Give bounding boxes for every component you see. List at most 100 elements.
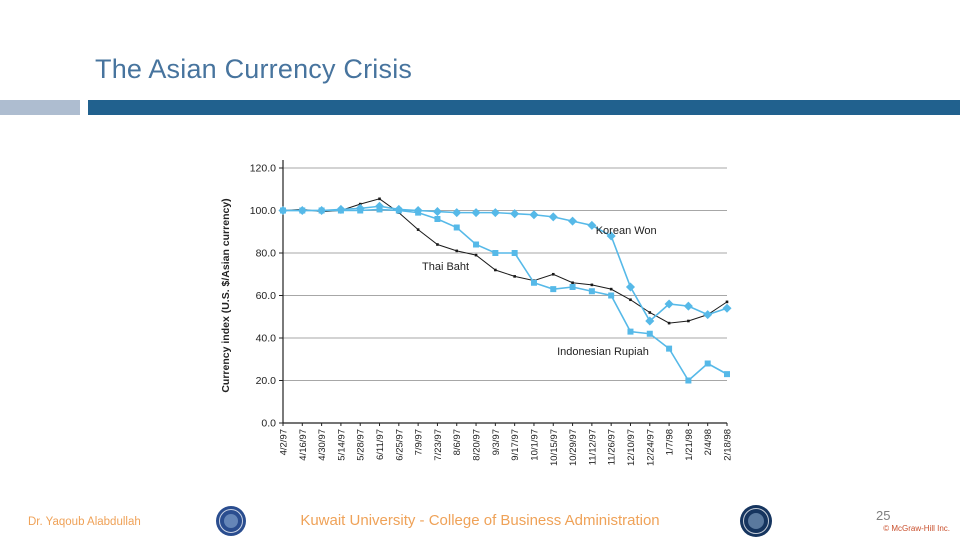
marker-dot: [648, 311, 652, 314]
marker-diamond: [471, 208, 481, 218]
marker-dot: [590, 283, 594, 287]
footer-author: Dr. Yaqoub Alabdullah: [28, 516, 141, 528]
marker-square: [434, 216, 441, 222]
seal-ring: [743, 508, 769, 534]
marker-diamond: [297, 205, 307, 216]
x-tick-label: 1/21/98: [684, 429, 695, 461]
marker-diamond: [606, 231, 616, 241]
marker-diamond: [432, 207, 442, 217]
marker-square: [588, 288, 595, 295]
x-tick-label: 6/11/97: [375, 429, 386, 460]
series-annotation: Korean Won: [596, 225, 657, 237]
accent-bar-left-segment: [0, 100, 80, 115]
x-tick-label: 6/25/97: [394, 429, 405, 461]
seal-core: [224, 514, 238, 528]
x-tick-label: 9/17/97: [510, 429, 521, 461]
series-line-indonesian-rupiah: [283, 208, 728, 382]
marker-diamond: [278, 205, 288, 216]
y-tick-label: 60.0: [256, 290, 277, 302]
marker-diamond: [625, 282, 636, 292]
marker-square: [608, 292, 615, 299]
y-tick-label: 80.0: [256, 248, 277, 260]
marker-square: [666, 345, 673, 352]
marker-diamond: [374, 201, 385, 211]
x-tick-label: 8/6/97: [452, 429, 463, 455]
x-tick-label: 12/10/97: [626, 429, 637, 466]
marker-dot: [455, 249, 459, 253]
marker-dot: [629, 298, 632, 302]
marker-dot: [551, 272, 555, 276]
seal-core: [748, 513, 764, 529]
marker-dot: [474, 253, 478, 257]
marker-diamond: [452, 208, 462, 218]
marker-dot: [571, 281, 574, 285]
marker-dot: [378, 197, 381, 201]
series-line-thai-baht: [282, 198, 728, 324]
marker-diamond: [645, 316, 655, 326]
marker-diamond: [568, 216, 578, 226]
copyright-note: © McGraw-Hill Inc.: [883, 524, 950, 533]
marker-square: [453, 224, 460, 231]
publisher-seal-icon: [740, 505, 772, 537]
marker-dot: [609, 287, 613, 291]
marker-dot: [513, 275, 516, 278]
marker-square: [492, 250, 499, 256]
marker-square: [550, 286, 557, 293]
x-tick-label: 10/1/97: [529, 429, 540, 461]
x-tick-label: 11/26/97: [607, 429, 618, 465]
marker-diamond: [336, 204, 346, 214]
marker-diamond: [703, 310, 713, 320]
series-annotation: Thai Baht: [422, 261, 469, 273]
accent-bar: [88, 100, 960, 115]
y-tick-label: 0.0: [261, 418, 276, 430]
marker-diamond: [355, 203, 365, 213]
marker-square: [685, 377, 692, 384]
seal-ring: [219, 509, 243, 533]
x-tick-label: 4/2/97: [279, 429, 290, 455]
page-number: 25: [876, 508, 891, 523]
x-tick-label: 11/12/97: [587, 429, 598, 465]
x-tick-label: 5/28/97: [356, 429, 367, 461]
marker-dot: [667, 321, 671, 325]
marker-square: [530, 279, 537, 286]
marker-diamond: [490, 208, 500, 218]
y-tick-label: 20.0: [256, 375, 277, 387]
marker-diamond: [664, 299, 674, 309]
slide-footer: Dr. Yaqoub Alabdullah Kuwait University …: [0, 500, 960, 540]
x-tick-label: 9/3/97: [491, 429, 502, 455]
series-annotation: Indonesian Rupiah: [557, 346, 649, 358]
marker-dot: [416, 228, 420, 231]
marker-diamond: [722, 303, 732, 313]
marker-dot: [725, 300, 729, 304]
slide-title: The Asian Currency Crisis: [95, 54, 413, 84]
x-tick-label: 12/24/97: [645, 429, 656, 466]
x-tick-label: 2/4/98: [703, 429, 714, 455]
x-tick-label: 2/18/98: [723, 429, 734, 461]
marker-dot: [687, 319, 690, 323]
series-line-korean-won: [283, 205, 728, 323]
marker-square: [704, 360, 711, 367]
marker-square: [511, 250, 518, 256]
marker-dot: [436, 243, 439, 246]
marker-dot: [494, 268, 497, 272]
x-tick-label: 10/15/97: [549, 429, 560, 466]
marker-square: [627, 328, 634, 335]
y-tick-label: 40.0: [256, 333, 277, 345]
marker-square: [724, 371, 730, 378]
marker-diamond: [683, 301, 693, 311]
kuwait-university-seal-icon: [216, 506, 246, 536]
marker-square: [646, 330, 653, 337]
marker-diamond: [317, 205, 327, 216]
x-tick-label: 10/29/97: [568, 429, 579, 466]
y-axis-title: Currency index (U.S. $/Asian currency): [220, 198, 232, 392]
marker-diamond: [394, 204, 404, 214]
marker-diamond: [548, 212, 558, 222]
y-tick-label: 120.0: [250, 163, 276, 175]
marker-diamond: [529, 210, 539, 220]
x-tick-label: 4/16/97: [298, 429, 309, 461]
y-tick-label: 100.0: [250, 205, 276, 217]
x-tick-label: 5/14/97: [336, 429, 347, 461]
currency-chart-svg: 0.0 20.0 40.0 60.0 80.0 100.0 120.0 4/2/97 4/16/…: [220, 160, 734, 466]
x-tick-label: 4/30/97: [317, 429, 328, 461]
